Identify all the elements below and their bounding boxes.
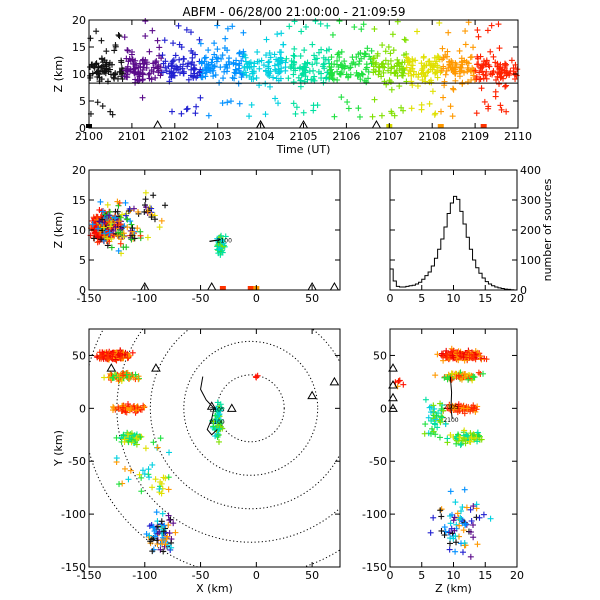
station-marker xyxy=(226,403,237,412)
station-marker xyxy=(152,119,163,129)
x-tick-label: 0 xyxy=(253,292,260,305)
range-ring xyxy=(183,340,319,476)
y-tick-label: -100 xyxy=(61,508,86,521)
station-marker xyxy=(329,376,340,386)
ground-source-mark xyxy=(480,124,487,128)
x-tick-label: 10 xyxy=(447,292,461,305)
y-tick-label: 0 xyxy=(520,284,527,297)
y-tick-label: 15 xyxy=(72,194,86,207)
y-tick-label: 20 xyxy=(72,14,86,27)
x-tick-label: 2107 xyxy=(375,130,403,143)
x-height-annotations: 2100 xyxy=(139,238,340,291)
height-histogram-line xyxy=(390,195,517,291)
x-tick-label: 2108 xyxy=(418,130,446,143)
y-tick-label: 50 xyxy=(72,349,86,362)
x-tick-label: 2102 xyxy=(161,130,189,143)
x-tick-label: 0 xyxy=(253,569,260,582)
y-axis-label: Y (km) xyxy=(52,430,65,467)
x-tick-label: 2101 xyxy=(118,130,146,143)
x-height-panel: 2100 -150 -100 -50 0 50 0 5 10 15 20 Z (km) xyxy=(52,164,341,305)
y-tick-label: -150 xyxy=(61,561,86,574)
plan-view-annotations: 2105 2100 xyxy=(106,363,340,436)
plan-view-sources xyxy=(93,347,261,555)
range-ring xyxy=(149,329,340,510)
flash-track xyxy=(209,239,221,242)
figure-title: ABFM - 06/28/00 21:00:00 - 21:09:59 xyxy=(182,5,405,19)
x-tick-label: 50 xyxy=(305,569,319,582)
x-axis-label: X (km) xyxy=(196,582,233,595)
y-tick-label: -50 xyxy=(68,455,86,468)
station-marker xyxy=(206,401,217,410)
y-axis-label: number of sources xyxy=(541,178,554,281)
station-marker xyxy=(151,363,161,372)
time-height-sources xyxy=(87,18,521,120)
x-tick-label: 0 xyxy=(387,292,394,305)
z-y-sources xyxy=(392,345,494,560)
y-tick-label: 5 xyxy=(79,254,86,267)
ground-source-mark xyxy=(437,124,444,128)
x-tick-label: 2110 xyxy=(504,130,532,143)
x-tick-label: -50 xyxy=(192,292,210,305)
x-tick-label: -100 xyxy=(132,569,157,582)
x-height-axes: -150 -100 -50 0 50 0 5 10 15 20 Z (km) xyxy=(52,164,340,305)
station-marker xyxy=(307,390,317,400)
x-tick-label: -150 xyxy=(77,569,102,582)
track-time-label: 2100 xyxy=(217,238,232,245)
x-tick-label: 2109 xyxy=(461,130,489,143)
y-tick-label: 10 xyxy=(72,68,86,81)
x-tick-label: 2103 xyxy=(204,130,232,143)
x-tick-label: 2104 xyxy=(247,130,275,143)
y-tick-label: 100 xyxy=(520,254,541,267)
x-tick-label: -100 xyxy=(132,292,157,305)
time-height-axes: 2100 2101 2102 2103 2104 2105 2106 2107 2108 2109… xyxy=(52,14,532,156)
x-tick-label: 2106 xyxy=(332,130,360,143)
x-tick-label: 50 xyxy=(305,292,319,305)
station-marker xyxy=(206,281,217,291)
x-tick-label: -50 xyxy=(192,569,210,582)
histogram-step-line xyxy=(390,195,517,291)
range-ring xyxy=(216,374,285,443)
x-height-frame xyxy=(88,169,341,291)
y-tick-label: 300 xyxy=(520,194,541,207)
y-tick-label: 5 xyxy=(79,95,86,108)
plan-view-axes: -150 -100 -50 0 50 -150 -100 -50 0 50 X (km) Y (km) xyxy=(52,329,340,595)
x-tick-label: 20 xyxy=(510,292,524,305)
ground-source-mark xyxy=(219,286,226,290)
y-tick-label: 400 xyxy=(520,164,541,177)
x-height-sources xyxy=(87,189,229,258)
y-tick-label: 0 xyxy=(79,122,86,135)
y-tick-label: 0 xyxy=(79,402,86,415)
flash-track xyxy=(200,376,218,436)
y-tick-label: 200 xyxy=(520,224,541,237)
x-tick-label: 5 xyxy=(418,292,425,305)
y-tick-label: 10 xyxy=(72,224,86,237)
y-tick-label: 20 xyxy=(72,164,86,177)
plan-view-frame xyxy=(88,328,341,568)
y-axis-label: Z (km) xyxy=(52,212,65,249)
x-tick-label: 15 xyxy=(478,292,492,305)
ground-source-mark xyxy=(247,286,254,290)
y-axis-label: Z (km) xyxy=(52,56,65,93)
track-time-label: 2100 xyxy=(209,419,224,426)
x-tick-label: -150 xyxy=(77,292,102,305)
x-tick-label: 2100 xyxy=(75,130,103,143)
station-marker xyxy=(106,363,117,372)
station-marker xyxy=(329,281,340,291)
time-height-panel: 2100 2101 2102 2103 2104 2105 2106 2107 2108 2109… xyxy=(52,14,532,156)
station-marker xyxy=(371,119,382,129)
track-time-label: 2105 xyxy=(209,406,224,413)
y-tick-label: 0 xyxy=(79,284,86,297)
plan-view-panel: 2105 2100 -150 -100 -50 0 50 -150 -100 -50 0 50 X (… xyxy=(52,328,341,595)
height-histogram-frame xyxy=(389,169,518,291)
range-ring xyxy=(116,329,340,543)
x-axis-label: Time (UT) xyxy=(276,143,331,156)
y-tick-label: 15 xyxy=(72,41,86,54)
x-tick-label: 2105 xyxy=(290,130,318,143)
